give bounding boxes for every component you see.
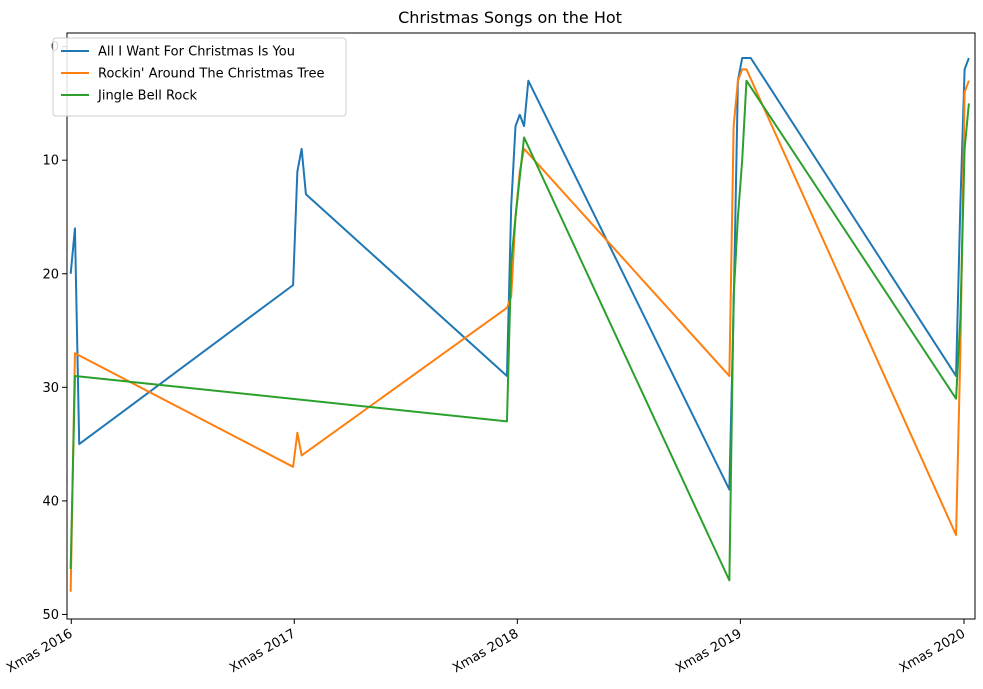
y-tick-label: 10 <box>42 154 59 169</box>
chart-title: Christmas Songs on the Hot <box>398 8 622 27</box>
x-tick-label: Xmas 2016 <box>4 626 75 676</box>
series-line-1 <box>69 56 970 491</box>
plot-lines <box>69 56 970 592</box>
x-tick-label: Xmas 2017 <box>227 626 298 676</box>
x-tick-label: Xmas 2020 <box>897 626 968 676</box>
y-axis: 01020304050 <box>42 40 67 623</box>
y-tick-label: 40 <box>42 494 59 509</box>
y-tick-label: 20 <box>42 267 59 282</box>
legend-label: Jingle Bell Rock <box>97 89 198 104</box>
y-tick-label: 50 <box>42 608 59 623</box>
series-line-3 <box>69 79 970 582</box>
plot-frame <box>66 32 976 620</box>
legend-box <box>52 37 347 117</box>
x-axis: Xmas 2016 Xmas 2017 Xmas 2018 Xmas 2019 Xmas… <box>4 619 968 676</box>
legend: All I Want For Christmas Is You Rockin' A… <box>52 37 347 117</box>
series-line-2 <box>69 68 970 592</box>
y-tick-label: 30 <box>42 381 59 396</box>
x-tick-label: Xmas 2019 <box>673 626 744 676</box>
x-tick-label: Xmas 2018 <box>450 626 521 676</box>
legend-label: All I Want For Christmas Is You <box>98 45 295 60</box>
legend-label: Rockin' Around The Christmas Tree <box>98 67 324 82</box>
